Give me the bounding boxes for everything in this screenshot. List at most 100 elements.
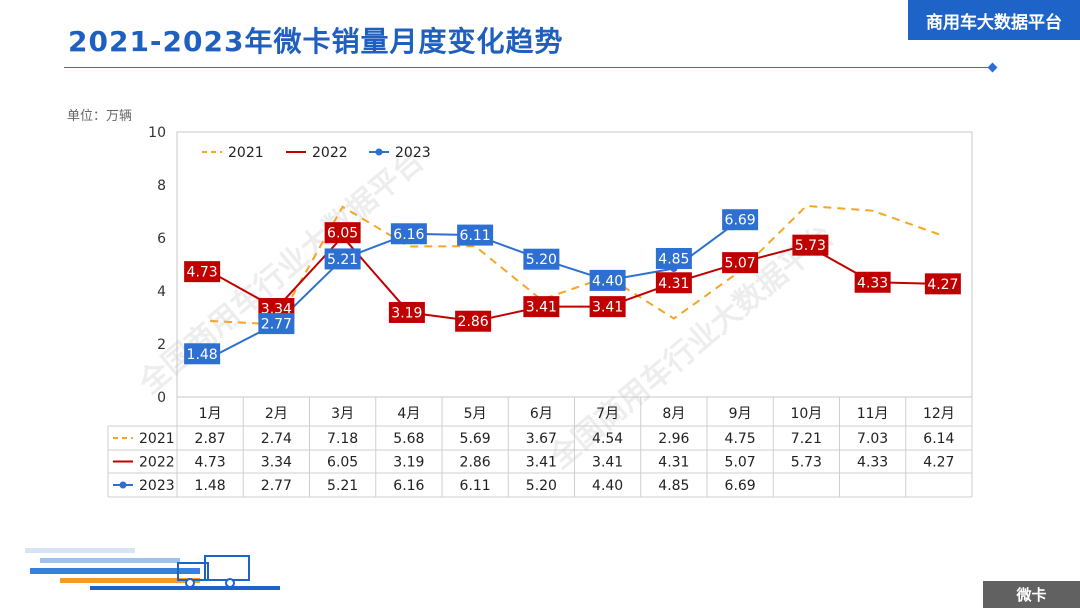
y-tick-label: 4 [157, 284, 166, 300]
footer-category-badge: 微卡 [983, 581, 1080, 608]
table-cell: 2.87 [195, 431, 226, 447]
unit-label: 单位：万辆 [67, 109, 133, 124]
x-tick-label: 12月 [923, 406, 955, 422]
x-tick-label: 2月 [265, 406, 288, 422]
data-label-2022-box [655, 272, 692, 294]
data-label-2023-box [523, 248, 560, 270]
x-tick-label: 11月 [857, 406, 889, 422]
x-tick-label: 9月 [729, 406, 752, 422]
data-label-2023: 4.40 [592, 273, 623, 289]
x-tick-label: 5月 [464, 406, 487, 422]
table-cell: 5.73 [791, 455, 822, 471]
table-cell: 2.86 [460, 455, 491, 471]
data-label-2022-box [324, 222, 361, 244]
table-cell: 6.14 [923, 431, 954, 447]
table-cell: 4.40 [592, 478, 623, 494]
table-cell: 5.07 [725, 455, 756, 471]
table-cell: 7.03 [857, 431, 888, 447]
table-cell: 4.54 [592, 431, 623, 447]
table-cell: 3.41 [526, 455, 557, 471]
x-tick-label: 8月 [662, 406, 685, 422]
data-label-2022-box [455, 310, 492, 332]
y-tick-label: 10 [148, 125, 166, 141]
table-cell: 4.75 [725, 431, 756, 447]
table-cell: 2.96 [658, 431, 689, 447]
data-label-2023: 6.11 [460, 228, 491, 244]
data-label-2023: 4.85 [658, 251, 689, 267]
table-cell: 5.21 [327, 478, 358, 494]
data-label-2022-box [589, 296, 626, 318]
data-label-2022-box [523, 296, 560, 318]
table-cell: 4.73 [195, 455, 226, 471]
data-label-2023: 2.77 [261, 317, 292, 333]
data-label-2022: 6.05 [327, 226, 358, 242]
data-label-2023-box [589, 269, 626, 291]
legend-label-2022: 2022 [312, 145, 348, 161]
x-tick-label: 6月 [530, 406, 553, 422]
data-label-2022: 3.41 [526, 300, 557, 316]
table-cell: 4.31 [658, 455, 689, 471]
data-label-2022-box [388, 301, 425, 323]
table-cell: 3.19 [393, 455, 424, 471]
legend-marker-2023 [375, 148, 383, 156]
data-label-2022-box [854, 271, 891, 293]
y-tick-label: 2 [157, 337, 166, 353]
data-label-2022-box [184, 261, 221, 283]
x-tick-label: 4月 [397, 406, 420, 422]
data-label-2022: 5.73 [795, 238, 826, 254]
table-cell: 4.85 [658, 478, 689, 494]
data-label-2023: 6.69 [725, 213, 756, 229]
data-label-2023: 5.21 [327, 252, 358, 268]
data-label-2023-box [324, 248, 361, 270]
table-cell: 6.16 [393, 478, 424, 494]
data-label-2022: 4.73 [187, 265, 218, 281]
table-row-label-2023: 2023 [139, 478, 175, 494]
data-label-2023-box [655, 247, 692, 269]
data-label-2022: 4.27 [927, 277, 958, 293]
data-label-2023-box [390, 223, 427, 245]
truck-decoration [25, 548, 280, 590]
table-row-label-2022: 2022 [139, 455, 175, 471]
data-label-2022: 5.07 [725, 256, 756, 272]
brand-label: 商用车大数据平台 [908, 0, 1080, 40]
data-label-2023: 1.48 [187, 347, 218, 363]
table-cell: 7.18 [327, 431, 358, 447]
table-cell: 2.77 [261, 478, 292, 494]
data-label-2023: 6.16 [393, 227, 424, 243]
data-label-2022-box [924, 273, 961, 295]
series-line-2021 [210, 204, 940, 326]
x-tick-label: 7月 [596, 406, 619, 422]
table-cell: 5.68 [393, 431, 424, 447]
legend-label-2023: 2023 [395, 145, 431, 161]
table-cell: 4.27 [923, 455, 954, 471]
x-tick-label: 1月 [199, 406, 222, 422]
table-cell: 3.67 [526, 431, 557, 447]
data-label-2023-box [184, 343, 221, 365]
page-title: 2021-2023年微卡销量月度变化趋势 [68, 25, 564, 58]
x-tick-label: 3月 [331, 406, 354, 422]
table-legend-marker-2023 [119, 481, 127, 489]
y-tick-label: 0 [157, 390, 166, 406]
table-cell: 6.69 [725, 478, 756, 494]
table-cell: 4.33 [857, 455, 888, 471]
x-tick-label: 10月 [790, 406, 822, 422]
table-row-label-2021: 2021 [139, 431, 175, 447]
table-cell: 1.48 [195, 478, 226, 494]
data-label-2022-box [722, 252, 759, 274]
data-label-2022: 4.31 [658, 276, 689, 292]
table-cell: 6.05 [327, 455, 358, 471]
data-label-2022-box [792, 234, 829, 256]
table-cell: 2.74 [261, 431, 292, 447]
table-cell: 3.41 [592, 455, 623, 471]
title-divider [64, 67, 992, 68]
table-cell: 5.20 [526, 478, 557, 494]
table-cell: 6.11 [460, 478, 491, 494]
table-cell: 3.34 [261, 455, 292, 471]
legend-label-2021: 2021 [228, 145, 264, 161]
table-cell: 5.69 [460, 431, 491, 447]
data-label-2023: 5.20 [526, 252, 557, 268]
data-label-2022: 3.19 [391, 305, 422, 321]
data-label-2022: 3.41 [592, 300, 623, 316]
table-cell: 7.21 [791, 431, 822, 447]
